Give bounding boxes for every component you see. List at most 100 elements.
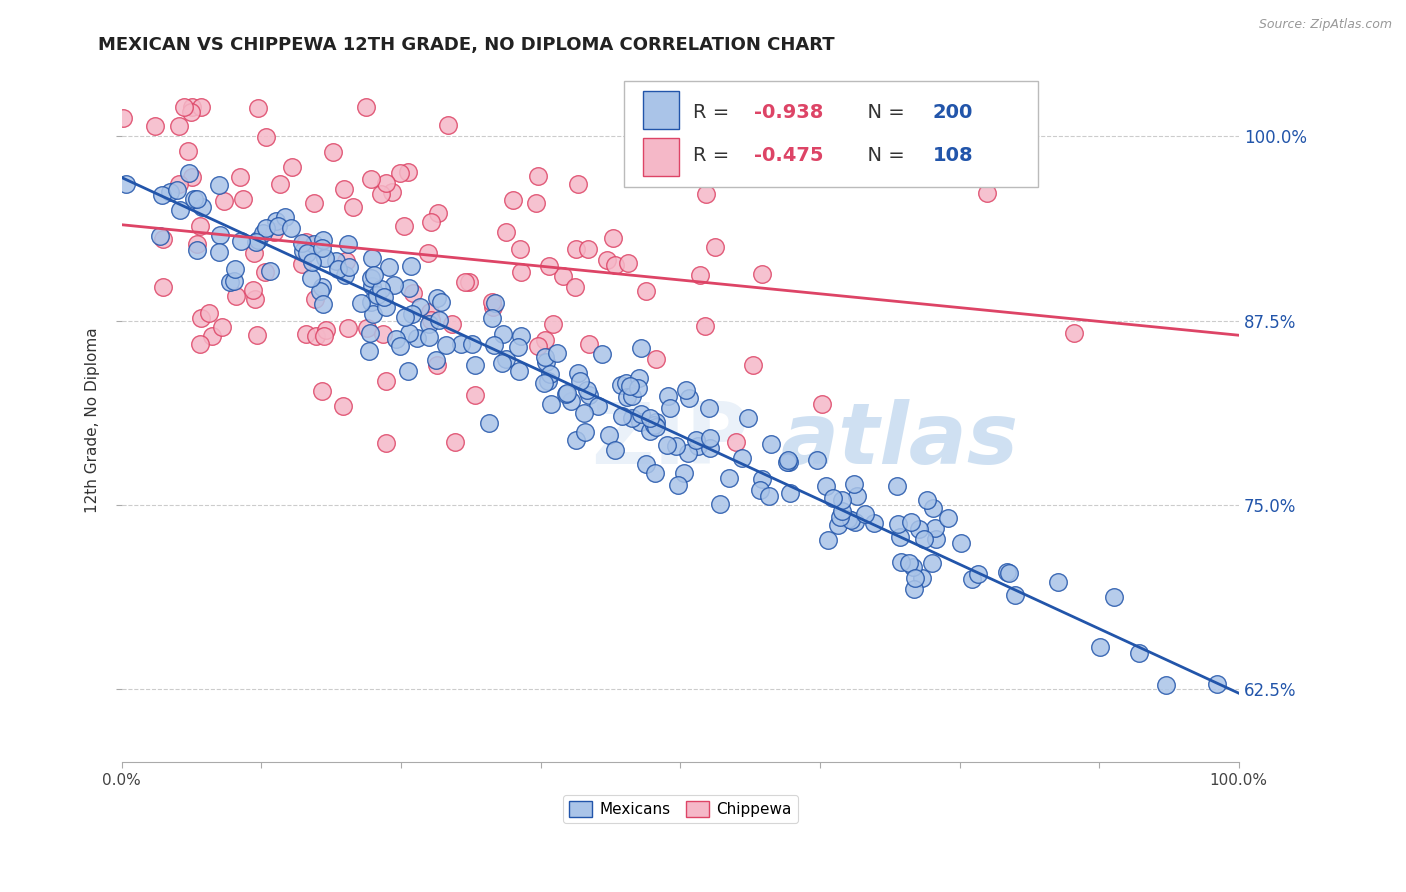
Point: [699, 441, 721, 455]
Point: [731, 450, 754, 465]
Point: [616, 391, 638, 405]
Point: [484, 296, 506, 310]
Point: [491, 356, 513, 370]
Point: [315, 323, 337, 337]
Point: [297, 246, 319, 260]
Point: [567, 177, 589, 191]
Point: [644, 466, 666, 480]
Point: [377, 260, 399, 274]
Point: [717, 471, 740, 485]
Point: [666, 478, 689, 492]
Point: [112, 111, 135, 125]
Point: [564, 279, 586, 293]
Point: [398, 326, 420, 341]
Bar: [644, 91, 679, 129]
Point: [543, 317, 565, 331]
Point: [636, 457, 658, 471]
Point: [360, 171, 382, 186]
Point: [370, 187, 392, 202]
Point: [591, 347, 613, 361]
Point: [280, 160, 302, 174]
Point: [180, 100, 202, 114]
Point: [188, 336, 211, 351]
Point: [737, 411, 759, 425]
Point: [658, 401, 681, 415]
Point: [190, 100, 212, 114]
Text: Source: ZipAtlas.com: Source: ZipAtlas.com: [1258, 18, 1392, 31]
Point: [399, 259, 422, 273]
Point: [806, 452, 828, 467]
Point: [685, 433, 707, 447]
Point: [311, 384, 333, 398]
Point: [440, 317, 463, 331]
Point: [311, 297, 333, 311]
Point: [537, 374, 560, 388]
Point: [280, 221, 302, 235]
Y-axis label: 12th Grade, No Diploma: 12th Grade, No Diploma: [86, 327, 100, 513]
Point: [333, 182, 356, 196]
Point: [575, 383, 598, 397]
Point: [672, 466, 695, 480]
Point: [259, 264, 281, 278]
Point: [751, 472, 773, 486]
Point: [245, 235, 267, 249]
Point: [430, 294, 453, 309]
Point: [186, 237, 208, 252]
Point: [889, 530, 911, 544]
Point: [578, 388, 600, 402]
Point: [1063, 326, 1085, 340]
Point: [657, 389, 679, 403]
Point: [190, 310, 212, 325]
Point: [814, 479, 837, 493]
Point: [426, 291, 449, 305]
Point: [305, 328, 328, 343]
Point: [495, 225, 517, 239]
Point: [527, 169, 550, 184]
Point: [252, 226, 274, 240]
Point: [398, 280, 420, 294]
Point: [537, 259, 560, 273]
Text: N =: N =: [855, 146, 911, 165]
Point: [1128, 647, 1150, 661]
Point: [675, 383, 697, 397]
Point: [655, 438, 678, 452]
Text: -0.475: -0.475: [754, 146, 824, 165]
Point: [173, 100, 195, 114]
Point: [464, 358, 486, 372]
Point: [910, 571, 932, 585]
Point: [699, 431, 721, 445]
Point: [336, 321, 359, 335]
Point: [198, 305, 221, 319]
Point: [821, 491, 844, 505]
Point: [401, 307, 423, 321]
Point: [191, 200, 214, 214]
Point: [555, 386, 578, 401]
Point: [392, 219, 415, 233]
Point: [630, 408, 652, 422]
Point: [183, 192, 205, 206]
Point: [554, 387, 576, 401]
Point: [610, 409, 633, 423]
Point: [897, 556, 920, 570]
Point: [361, 278, 384, 293]
Point: [567, 366, 589, 380]
Point: [294, 326, 316, 341]
Point: [253, 265, 276, 279]
Point: [761, 437, 783, 451]
Point: [912, 533, 935, 547]
Point: [396, 165, 419, 179]
Point: [1088, 640, 1111, 654]
Point: [254, 220, 277, 235]
Text: -0.938: -0.938: [754, 103, 824, 121]
Point: [389, 166, 412, 180]
Point: [420, 313, 443, 327]
Text: MEXICAN VS CHIPPEWA 12TH GRADE, NO DIPLOMA CORRELATION CHART: MEXICAN VS CHIPPEWA 12TH GRADE, NO DIPLO…: [98, 36, 835, 54]
Point: [886, 479, 908, 493]
Point: [995, 566, 1018, 580]
Point: [246, 101, 269, 115]
Point: [602, 231, 624, 245]
Point: [908, 523, 931, 537]
Point: [304, 292, 326, 306]
Point: [574, 406, 596, 420]
Point: [186, 192, 208, 206]
